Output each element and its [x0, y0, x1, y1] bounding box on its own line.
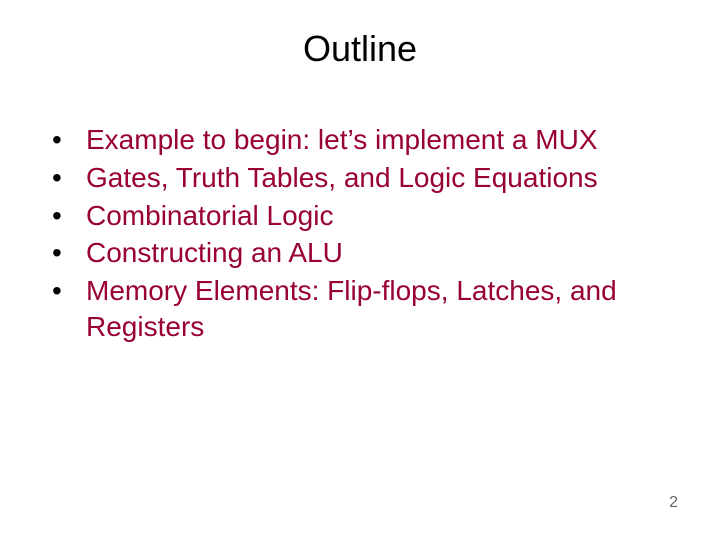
list-item: • Combinatorial Logic: [52, 198, 660, 234]
bullet-text: Combinatorial Logic: [86, 198, 660, 234]
bullet-text: Gates, Truth Tables, and Logic Equations: [86, 160, 660, 196]
slide-title: Outline: [0, 0, 720, 70]
list-item: • Example to begin: let’s implement a MU…: [52, 122, 660, 158]
bullet-dot-icon: •: [52, 235, 86, 271]
bullet-text: Constructing an ALU: [86, 235, 660, 271]
bullet-text: Memory Elements: Flip-flops, Latches, an…: [86, 273, 660, 345]
bullet-dot-icon: •: [52, 273, 86, 309]
bullet-list: • Example to begin: let’s implement a MU…: [52, 122, 660, 347]
list-item: • Constructing an ALU: [52, 235, 660, 271]
bullet-text: Example to begin: let’s implement a MUX: [86, 122, 660, 158]
bullet-dot-icon: •: [52, 160, 86, 196]
page-number: 2: [669, 494, 678, 512]
list-item: • Memory Elements: Flip-flops, Latches, …: [52, 273, 660, 345]
bullet-dot-icon: •: [52, 122, 86, 158]
list-item: • Gates, Truth Tables, and Logic Equatio…: [52, 160, 660, 196]
bullet-dot-icon: •: [52, 198, 86, 234]
slide: Outline • Example to begin: let’s implem…: [0, 0, 720, 540]
